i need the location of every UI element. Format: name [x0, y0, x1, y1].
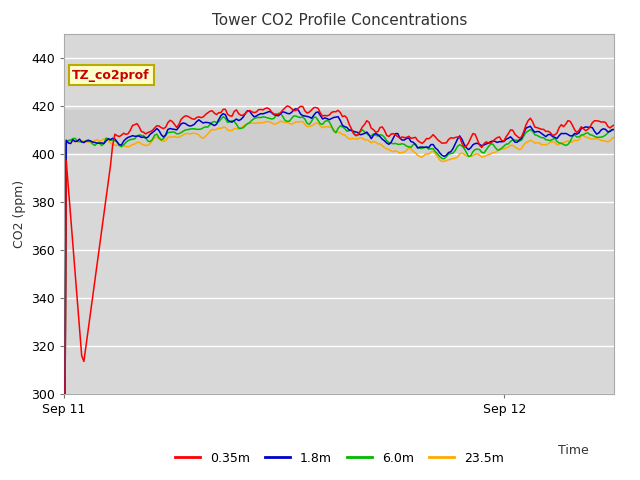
- Y-axis label: CO2 (ppm): CO2 (ppm): [13, 180, 26, 248]
- Title: Tower CO2 Profile Concentrations: Tower CO2 Profile Concentrations: [211, 13, 467, 28]
- Text: TZ_co2prof: TZ_co2prof: [72, 69, 150, 82]
- Legend: 0.35m, 1.8m, 6.0m, 23.5m: 0.35m, 1.8m, 6.0m, 23.5m: [170, 447, 509, 469]
- Bar: [64, 110, 614, 154]
- Text: Time: Time: [558, 444, 589, 456]
